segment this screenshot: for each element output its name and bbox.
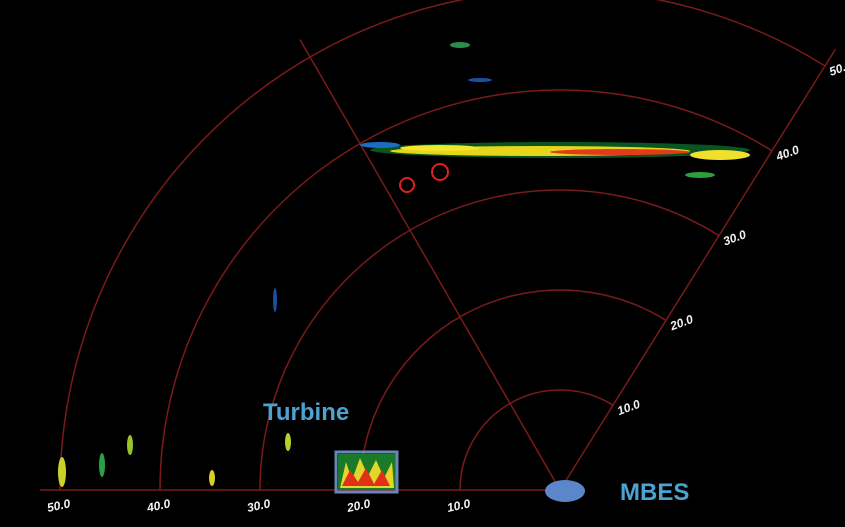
sonar-icon: [545, 480, 585, 502]
page: Turbine MBES 50.040.030.020.010.010.020.…: [0, 0, 845, 527]
background: [0, 0, 845, 527]
sonar-label: MBES: [620, 479, 689, 506]
sonar-display: Turbine MBES 50.040.030.020.010.010.020.…: [0, 0, 845, 527]
turbine-label: Turbine: [263, 399, 349, 426]
turbine-echo: [336, 452, 397, 492]
